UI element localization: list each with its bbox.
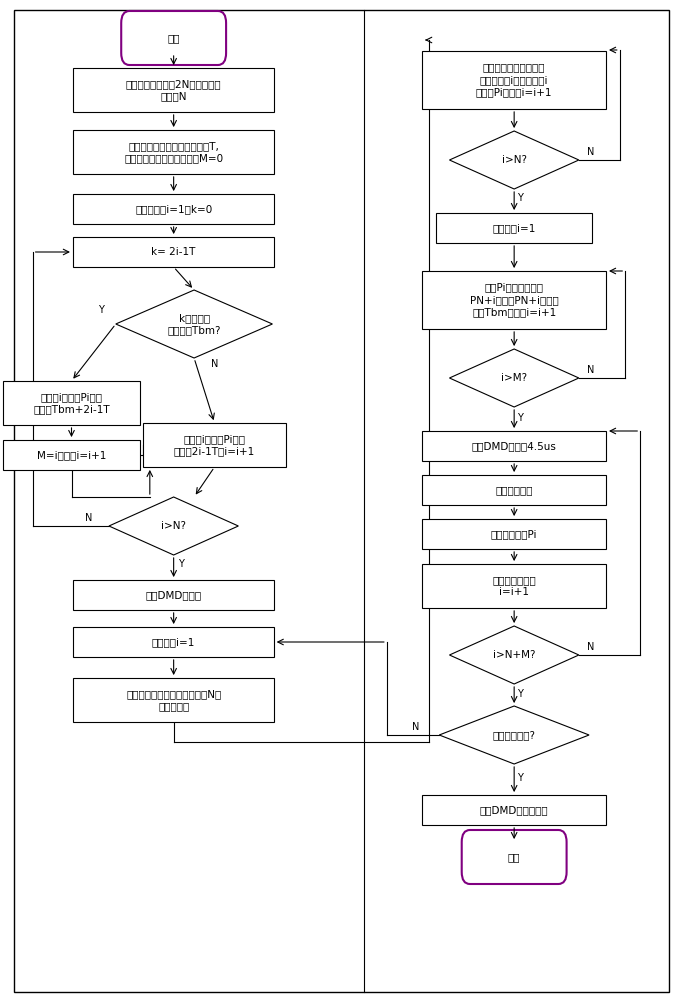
Text: N: N bbox=[85, 513, 92, 523]
FancyBboxPatch shape bbox=[422, 519, 606, 549]
FancyBboxPatch shape bbox=[422, 51, 606, 109]
Text: 清零DMD寄存器: 清零DMD寄存器 bbox=[146, 590, 202, 600]
Text: i>M?: i>M? bbox=[501, 373, 527, 383]
FancyBboxPatch shape bbox=[3, 440, 140, 470]
FancyBboxPatch shape bbox=[74, 68, 274, 112]
Text: Y: Y bbox=[518, 413, 523, 423]
FancyBboxPatch shape bbox=[422, 564, 606, 608]
Text: 开始: 开始 bbox=[168, 33, 180, 43]
Text: 初始化变量i=1，k=0: 初始化变量i=1，k=0 bbox=[135, 204, 212, 214]
Polygon shape bbox=[449, 131, 579, 189]
Text: N: N bbox=[412, 722, 419, 732]
FancyBboxPatch shape bbox=[143, 423, 286, 467]
Text: k= 2i-1T: k= 2i-1T bbox=[151, 247, 196, 257]
Text: N: N bbox=[211, 359, 218, 369]
Polygon shape bbox=[116, 290, 272, 358]
Text: i>N+M?: i>N+M? bbox=[493, 650, 535, 660]
Text: 结束: 结束 bbox=[508, 852, 520, 862]
Text: Y: Y bbox=[98, 305, 104, 315]
FancyBboxPatch shape bbox=[74, 678, 274, 722]
FancyBboxPatch shape bbox=[422, 271, 606, 329]
Text: Y: Y bbox=[518, 689, 523, 699]
Text: 根据图像动态范围2N，设定位图
级数为N: 根据图像动态范围2N，设定位图 级数为N bbox=[126, 79, 221, 101]
Text: 位图显示开始: 位图显示开始 bbox=[495, 485, 533, 495]
Text: k小于位图
加载时间Tbm?: k小于位图 加载时间Tbm? bbox=[168, 313, 221, 335]
FancyBboxPatch shape bbox=[74, 580, 274, 610]
FancyBboxPatch shape bbox=[422, 475, 606, 505]
FancyBboxPatch shape bbox=[422, 795, 606, 825]
FancyBboxPatch shape bbox=[121, 11, 226, 65]
Polygon shape bbox=[449, 349, 579, 407]
Text: 设置变量i=1: 设置变量i=1 bbox=[492, 223, 536, 233]
Text: 提取全部像素二进制数
值的右起第i位，组成第i
级位图Pi，然后i=i+1: 提取全部像素二进制数 值的右起第i位，组成第i 级位图Pi，然后i=i+1 bbox=[476, 63, 552, 97]
Text: N: N bbox=[588, 147, 595, 157]
Text: Y: Y bbox=[518, 193, 523, 203]
Text: 位图Pi取反得到位图
PN+i，设置PN+i显示时
间为Tbm，然后i=i+1: 位图Pi取反得到位图 PN+i，设置PN+i显示时 间为Tbm，然后i=i+1 bbox=[470, 283, 558, 317]
Text: 设置变量i=1: 设置变量i=1 bbox=[152, 637, 195, 647]
FancyBboxPatch shape bbox=[3, 381, 140, 425]
FancyBboxPatch shape bbox=[462, 830, 567, 884]
Text: N: N bbox=[588, 365, 595, 375]
Text: 是否停止显示?: 是否停止显示? bbox=[492, 730, 536, 740]
Text: i>N?: i>N? bbox=[502, 155, 526, 165]
FancyBboxPatch shape bbox=[74, 237, 274, 267]
FancyBboxPatch shape bbox=[422, 431, 606, 461]
Text: i>N?: i>N? bbox=[161, 521, 186, 531]
Text: M=i，然后i=i+1: M=i，然后i=i+1 bbox=[37, 450, 106, 460]
Text: 设置第i级位图Pi显示
时间为Tbm+2i-1T: 设置第i级位图Pi显示 时间为Tbm+2i-1T bbox=[33, 392, 110, 414]
Polygon shape bbox=[109, 497, 238, 555]
Text: N: N bbox=[588, 642, 595, 652]
Text: 复位DMD，持续4.5us: 复位DMD，持续4.5us bbox=[472, 441, 556, 451]
Polygon shape bbox=[449, 626, 579, 684]
FancyBboxPatch shape bbox=[436, 213, 592, 243]
Text: 读取图像数据，像素值表示为N位
二进制数值: 读取图像数据，像素值表示为N位 二进制数值 bbox=[126, 689, 221, 711]
Polygon shape bbox=[439, 706, 589, 764]
FancyBboxPatch shape bbox=[74, 194, 274, 224]
FancyBboxPatch shape bbox=[74, 627, 274, 657]
Text: 设置位图显示时间调制基数为T,
初始化需要取反的位图级数M=0: 设置位图显示时间调制基数为T, 初始化需要取反的位图级数M=0 bbox=[124, 141, 223, 163]
Text: 加载图像位图Pi: 加载图像位图Pi bbox=[491, 529, 537, 539]
Text: 设置DMD为浮动状态: 设置DMD为浮动状态 bbox=[480, 805, 548, 815]
Text: Y: Y bbox=[178, 559, 183, 569]
FancyBboxPatch shape bbox=[74, 130, 274, 174]
Text: Y: Y bbox=[518, 773, 523, 783]
Text: 设置第i级位图Pi显示
时间为2i-1T，i=i+1: 设置第i级位图Pi显示 时间为2i-1T，i=i+1 bbox=[174, 434, 255, 456]
Text: 位图显示结束，
i=i+1: 位图显示结束， i=i+1 bbox=[492, 575, 536, 597]
